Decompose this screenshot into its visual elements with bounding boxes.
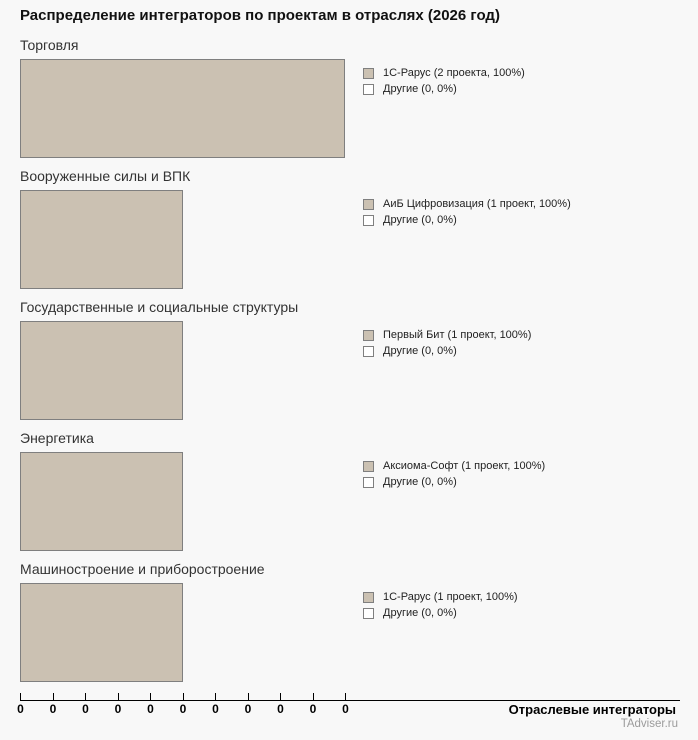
- legend: 1С-Рарус (1 проект, 100%) Другие (0, 0%): [363, 589, 518, 621]
- legend-item: Первый Бит (1 проект, 100%): [363, 327, 531, 343]
- sector-trade: Торговля 1С-Рарус (2 проекта, 100%) Друг…: [20, 36, 680, 162]
- legend-swatch-empty-icon: [363, 607, 374, 619]
- legend-label: Первый Бит (1 проект, 100%): [383, 329, 532, 341]
- axis-tick: [20, 693, 21, 700]
- legend-label: Другие (0, 0%): [383, 607, 457, 619]
- legend-item: Другие (0, 0%): [363, 343, 531, 359]
- legend-item: 1С-Рарус (2 проекта, 100%): [363, 65, 525, 81]
- axis-tick-label: 0: [82, 702, 89, 716]
- sector-title: Государственные и социальные структуры: [20, 299, 299, 315]
- legend-label: АиБ Цифровизация (1 проект, 100%): [383, 198, 571, 210]
- watermark: TAdviser.ru: [620, 718, 678, 730]
- legend: Первый Бит (1 проект, 100%) Другие (0, 0…: [363, 327, 531, 359]
- legend: Аксиома-Софт (1 проект, 100%) Другие (0,…: [363, 458, 545, 490]
- axis-tick: [150, 693, 151, 700]
- axis-tick-label: 0: [147, 702, 154, 716]
- legend-item: Другие (0, 0%): [363, 212, 571, 228]
- sector-military: Вооруженные силы и ВПК АиБ Цифровизация …: [20, 167, 680, 293]
- legend-label: 1С-Рарус (1 проект, 100%): [383, 591, 518, 603]
- legend: 1С-Рарус (2 проекта, 100%) Другие (0, 0%…: [363, 65, 525, 97]
- axis-tick: [247, 693, 249, 700]
- legend-swatch-filled-icon: [363, 329, 374, 341]
- legend: АиБ Цифровизация (1 проект, 100%) Другие…: [363, 196, 571, 228]
- legend-swatch-empty-icon: [363, 83, 374, 95]
- legend-swatch-empty-icon: [363, 345, 374, 357]
- legend-swatch-filled-icon: [363, 591, 374, 603]
- axis-tick: [117, 693, 119, 700]
- legend-label: 1С-Рарус (2 проекта, 100%): [383, 67, 525, 79]
- sector-bar: [20, 59, 345, 158]
- axis-tick: [85, 693, 86, 700]
- legend-label: Аксиома-Софт (1 проект, 100%): [383, 460, 546, 472]
- axis-tick-label: 0: [114, 702, 122, 716]
- legend-item: Другие (0, 0%): [363, 474, 545, 490]
- sector-title: Торговля: [20, 37, 79, 53]
- legend-swatch-filled-icon: [363, 198, 374, 210]
- sector-bar: [20, 321, 183, 420]
- sector-energy: Энергетика Аксиома-Софт (1 проект, 100%)…: [20, 429, 680, 555]
- axis-tick: [215, 693, 216, 700]
- axis-tick-label: 0: [309, 702, 317, 716]
- sector-bar: [20, 190, 183, 289]
- legend-item: Другие (0, 0%): [363, 81, 525, 97]
- x-axis-line: [20, 700, 680, 701]
- axis-tick: [280, 693, 281, 700]
- sector-bar: [20, 452, 183, 551]
- legend-swatch-filled-icon: [363, 67, 374, 79]
- legend-label: Другие (0, 0%): [383, 83, 457, 95]
- legend-swatch-filled-icon: [363, 460, 374, 472]
- legend-item: 1С-Рарус (1 проект, 100%): [363, 589, 518, 605]
- axis-tick-label: 0: [17, 702, 24, 716]
- axis-tick: [52, 693, 54, 700]
- axis-tick-label: 0: [342, 702, 349, 716]
- legend-label: Другие (0, 0%): [383, 345, 457, 357]
- legend-item: Аксиома-Софт (1 проект, 100%): [363, 458, 545, 474]
- legend-item: Другие (0, 0%): [363, 605, 518, 621]
- sector-bar: [20, 583, 183, 682]
- sector-title: Вооруженные силы и ВПК: [20, 168, 191, 184]
- sector-machinery: Машиностроение и приборостроение 1С-Рару…: [20, 560, 680, 686]
- axis-tick: [345, 693, 346, 700]
- legend-swatch-empty-icon: [363, 214, 374, 226]
- axis-tick-label: 0: [179, 702, 187, 716]
- axis-tick: [182, 693, 184, 700]
- sector-title: Энергетика: [20, 430, 94, 446]
- sector-government: Государственные и социальные структуры П…: [20, 298, 680, 424]
- legend-label: Другие (0, 0%): [383, 476, 457, 488]
- legend-item: АиБ Цифровизация (1 проект, 100%): [363, 196, 571, 212]
- legend-swatch-empty-icon: [363, 476, 374, 488]
- sector-title: Машиностроение и приборостроение: [20, 561, 265, 577]
- axis-tick-label: 0: [212, 702, 219, 716]
- legend-label: Другие (0, 0%): [383, 214, 457, 226]
- axis-tick-label: 0: [277, 702, 284, 716]
- axis-tick-label: 0: [244, 702, 252, 716]
- axis-tick-label: 0: [49, 702, 57, 716]
- page-title: Распределение интеграторов по проектам в…: [20, 7, 500, 24]
- axis-tick: [312, 693, 314, 700]
- x-axis-title: Отраслевые интеграторы: [508, 702, 676, 717]
- x-axis: 0 0 0 0 0 0 0 0 0 0 0 Отраслевые интеграторы TAdvi…: [17, 693, 680, 738]
